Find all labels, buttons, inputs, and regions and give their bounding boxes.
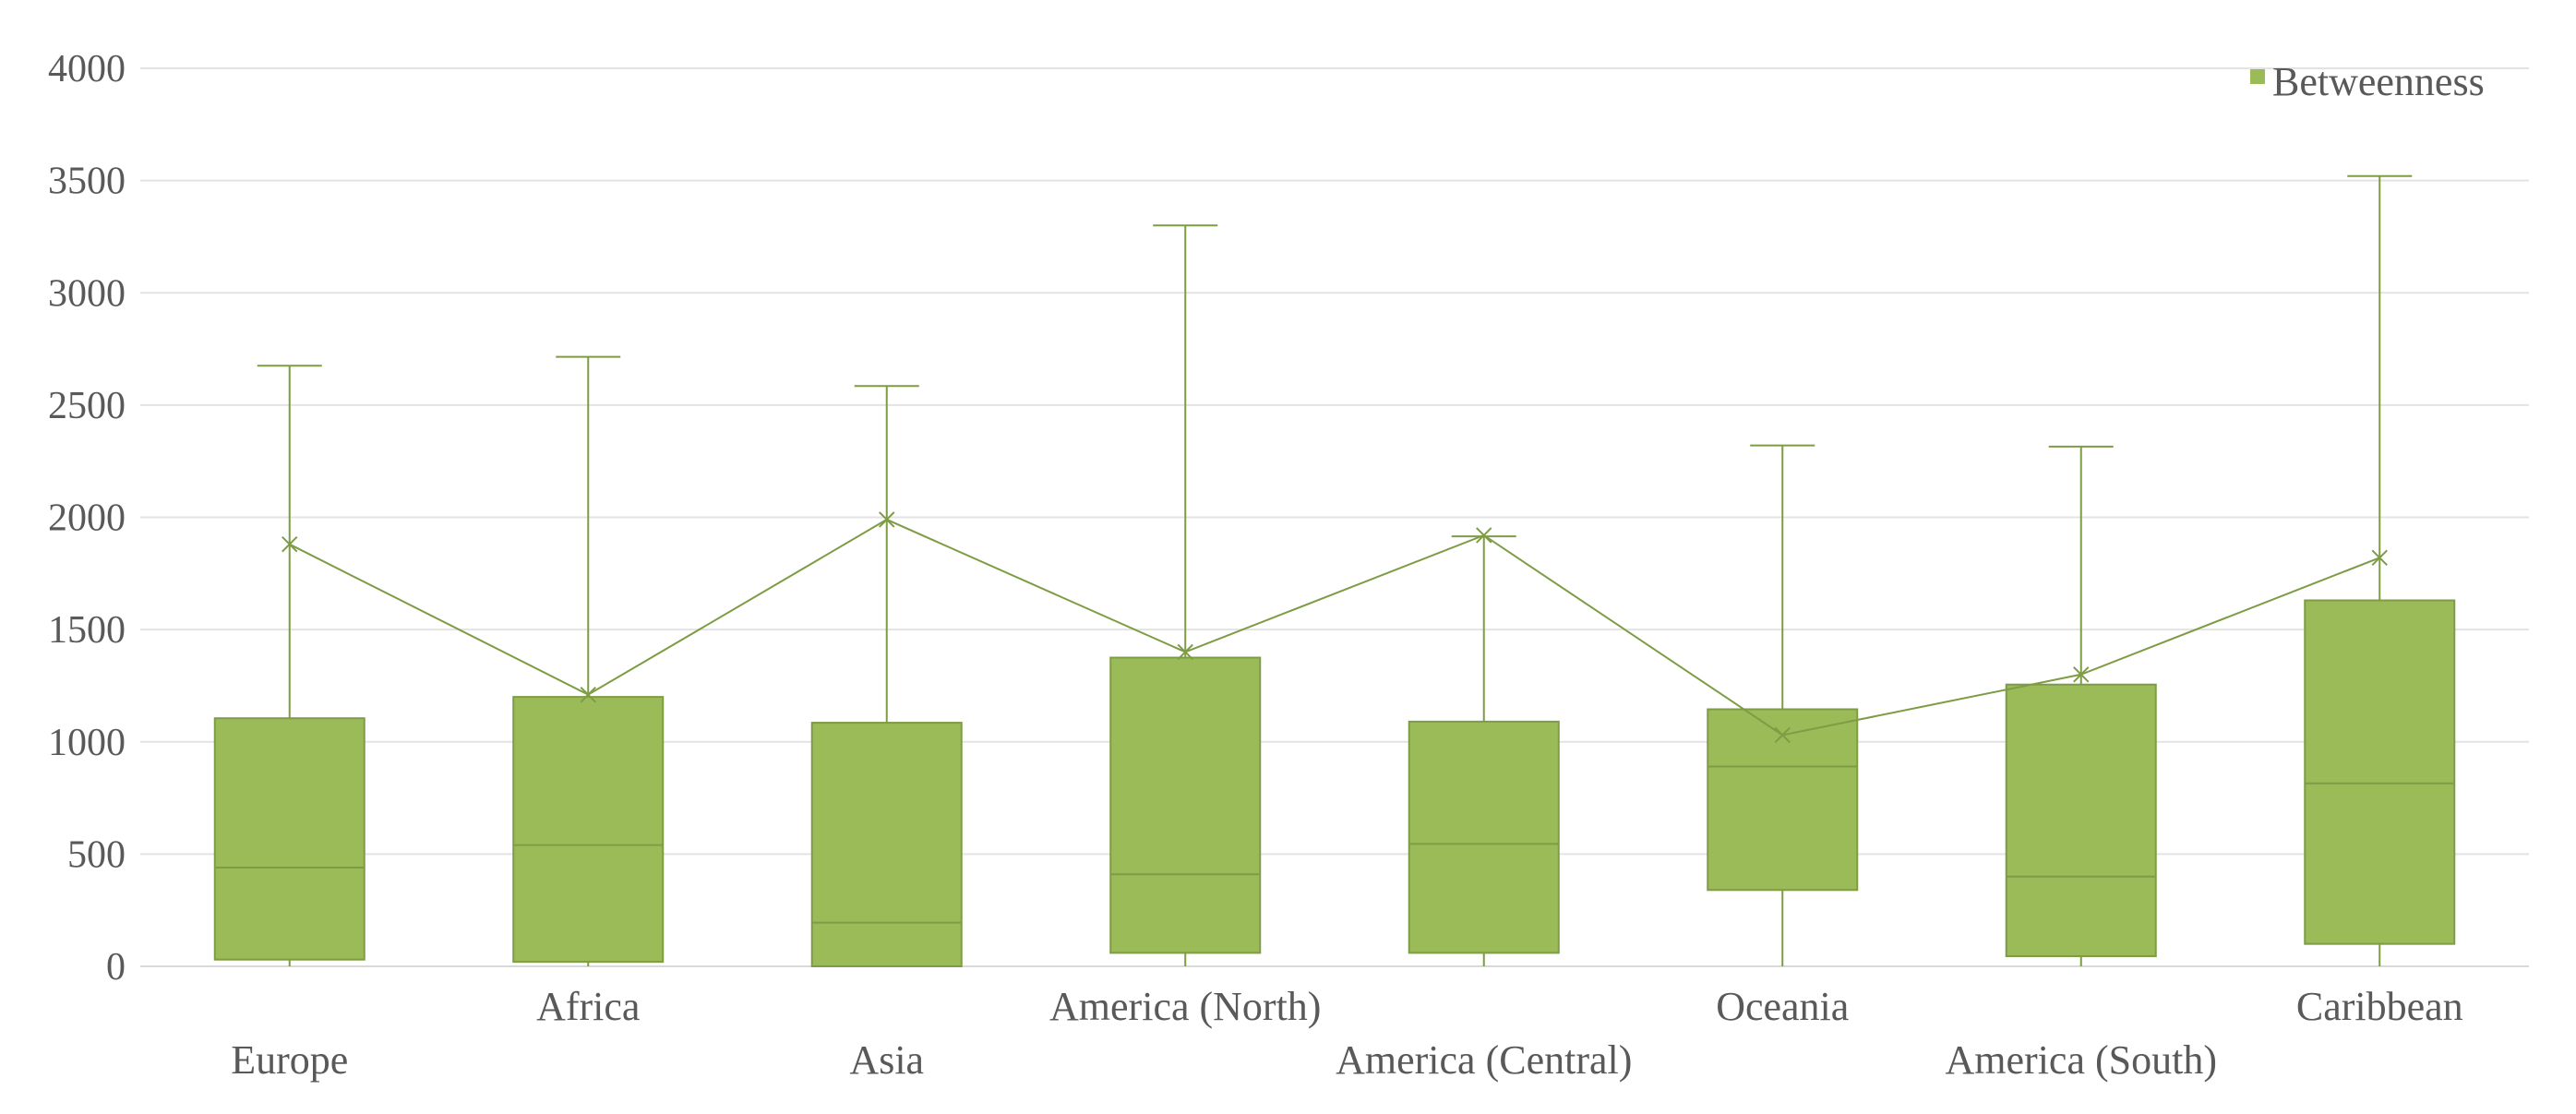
legend-label-betweenness: Betweenness: [2272, 59, 2485, 104]
y-tick-label-2500: 2500: [48, 385, 126, 427]
box-america-central: [1408, 535, 1560, 966]
mean-marker-asia: [879, 511, 895, 528]
box-series: [213, 174, 2456, 967]
y-tick-label-4000: 4000: [48, 48, 126, 90]
iqr-box-europe: [213, 717, 365, 961]
y-tick-label-0: 0: [106, 946, 126, 988]
y-tick-label-3000: 3000: [48, 272, 126, 315]
y-tick-label-500: 500: [67, 833, 126, 876]
category-label-europe: Europe: [231, 1037, 348, 1083]
mean-marker-america-north: [1177, 643, 1193, 661]
gridlines: [140, 67, 2529, 856]
mean-marker-africa: [580, 686, 596, 703]
iqr-box-asia: [810, 722, 963, 967]
mean-marker-america-south: [2073, 666, 2090, 683]
box-oceania: [1707, 444, 1859, 966]
category-label-caribbean: Caribbean: [2296, 984, 2463, 1029]
iqr-box-oceania: [1707, 708, 1859, 892]
iqr-box-africa: [512, 696, 665, 964]
box-europe: [213, 365, 365, 966]
legend-swatch-betweenness: [2250, 69, 2265, 84]
box-caribbean: [2304, 174, 2456, 966]
mean-marker-america-central: [1476, 527, 1492, 544]
mean-marker-caribbean: [2371, 549, 2388, 566]
iqr-box-america-central: [1408, 720, 1560, 954]
box-america-south: [2005, 445, 2157, 966]
mean-marker-oceania: [1774, 726, 1791, 744]
y-tick-label-1000: 1000: [48, 722, 126, 764]
legend: Betweenness: [2250, 59, 2485, 104]
category-label-asia: Asia: [849, 1037, 924, 1083]
category-label-africa: Africa: [536, 984, 640, 1029]
box-asia: [810, 385, 963, 967]
category-label-america-south: America (South): [1946, 1037, 2217, 1083]
category-label-america-central: America (Central): [1336, 1037, 1632, 1083]
iqr-box-america-north: [1109, 656, 1262, 954]
box-africa: [512, 355, 665, 966]
mean-line: [282, 511, 2388, 744]
y-tick-label-3500: 3500: [48, 161, 126, 203]
y-tick-label-2000: 2000: [48, 497, 126, 540]
x-axis-category-labels: Europe Africa Asia America (North) America (…: [231, 984, 2462, 1083]
y-tick-label-1500: 1500: [48, 609, 126, 652]
category-label-america-north: America (North): [1049, 984, 1321, 1029]
category-label-oceania: Oceania: [1716, 984, 1849, 1029]
box-america-north: [1109, 224, 1262, 966]
mean-connector-line: [289, 518, 2380, 737]
iqr-box-america-south: [2005, 683, 2157, 958]
iqr-box-caribbean: [2304, 599, 2456, 945]
mean-marker-europe: [282, 535, 298, 553]
y-axis-tick-labels: 0 500 1000 1500 2000 2500 3000 3500 4000: [48, 48, 126, 988]
